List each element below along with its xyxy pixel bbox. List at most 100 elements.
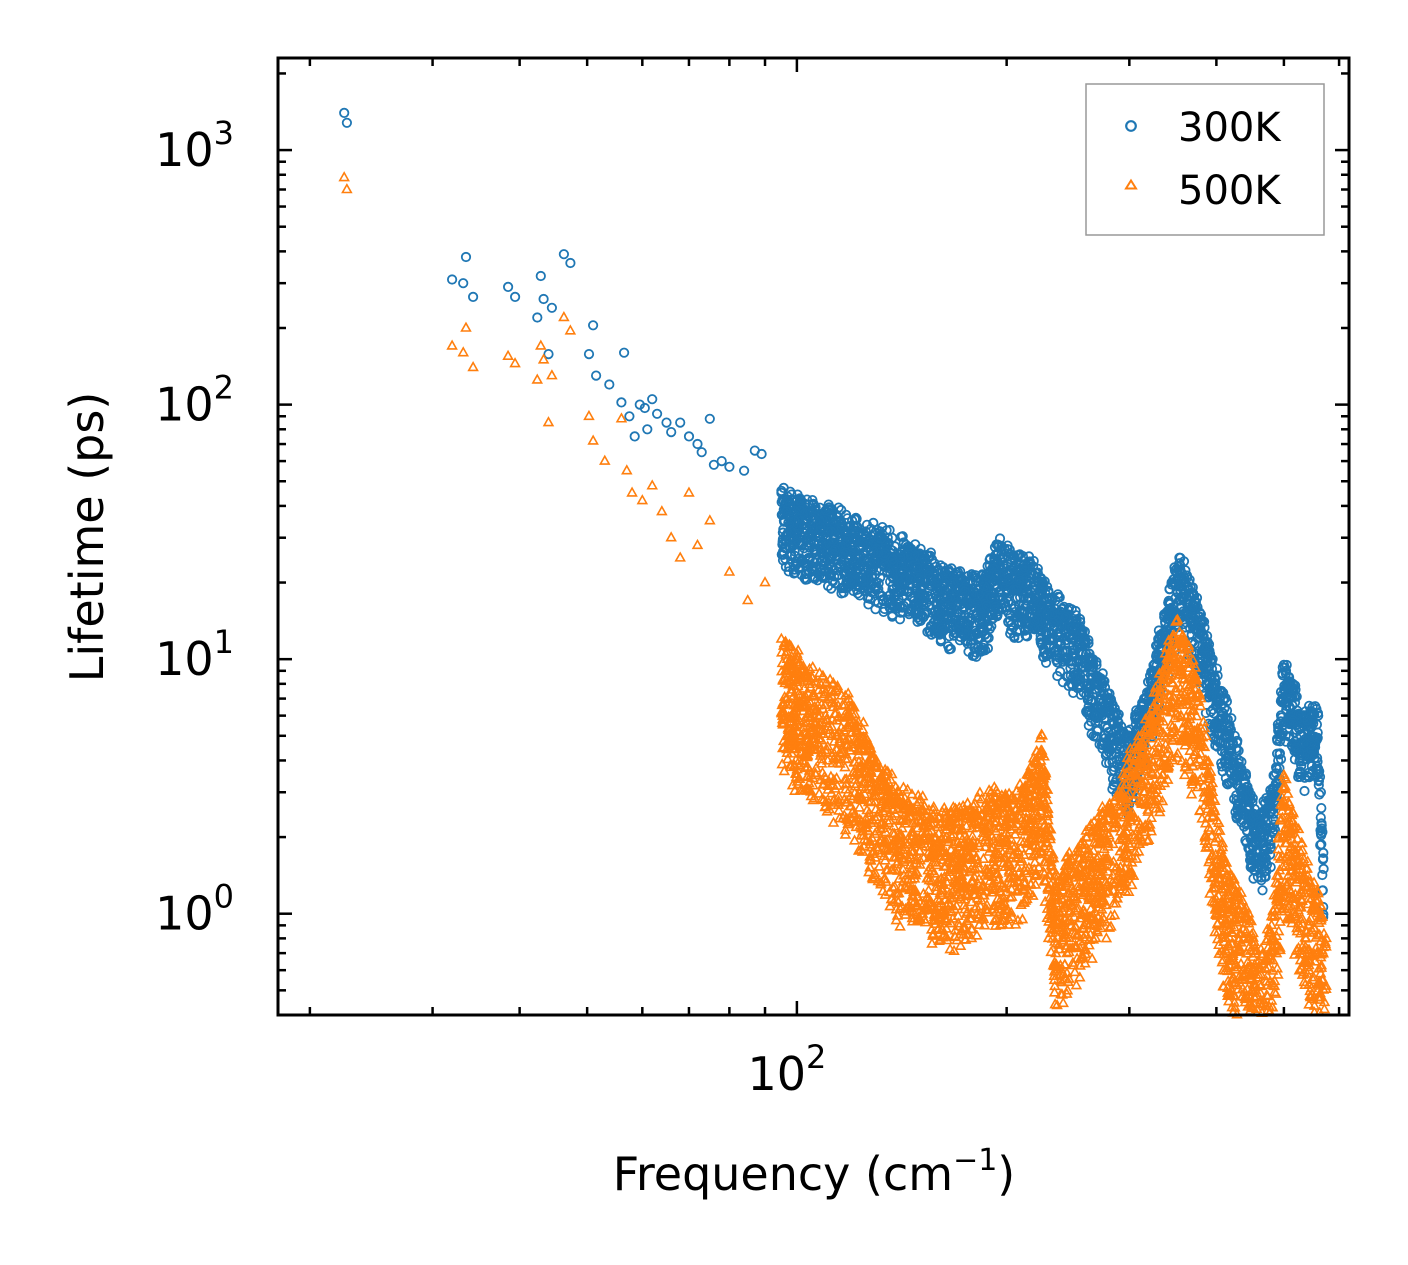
point-300K	[1035, 630, 1046, 641]
point-300K	[1041, 657, 1052, 668]
point-300K	[1109, 703, 1120, 714]
point-300K	[1148, 660, 1159, 671]
point-300K	[935, 636, 946, 647]
point-300K	[1009, 631, 1020, 642]
point-300K	[1233, 745, 1244, 756]
point-300K	[509, 291, 521, 302]
point-300K	[811, 563, 822, 574]
point-300K	[590, 370, 602, 381]
point-300K	[1260, 797, 1271, 809]
point-300K	[884, 599, 896, 610]
point-300K	[1230, 769, 1241, 781]
point-300K	[1092, 725, 1103, 737]
point-300K	[460, 251, 472, 263]
point-300K	[639, 402, 650, 414]
point-300K	[1293, 723, 1304, 734]
point-300K	[968, 609, 979, 620]
point-300K	[1280, 665, 1292, 677]
point-300K	[973, 612, 984, 623]
point-300K	[604, 379, 615, 390]
point-300K	[1153, 625, 1165, 636]
point-300K	[978, 622, 989, 634]
point-300K	[642, 424, 653, 435]
point-300K	[992, 604, 1004, 615]
point-300K	[1083, 720, 1094, 731]
point-300K	[979, 605, 990, 617]
point-300K	[1107, 733, 1118, 745]
point-300K	[756, 448, 767, 460]
point-300K	[905, 591, 916, 602]
point-300K	[1265, 839, 1276, 850]
point-300K	[925, 626, 936, 637]
point-300K	[926, 554, 938, 565]
point-300K	[1265, 849, 1276, 860]
point-300K	[446, 274, 458, 285]
point-300K	[797, 502, 808, 513]
point-300K	[1151, 650, 1162, 662]
point-300K	[1178, 610, 1190, 622]
point-300K	[871, 581, 882, 592]
point-300K	[825, 551, 836, 563]
point-300K	[1076, 626, 1088, 638]
point-300K	[1205, 706, 1217, 717]
point-300K	[944, 644, 955, 655]
point-300K	[796, 569, 807, 581]
point-300K	[565, 257, 576, 269]
point-300K	[538, 293, 549, 305]
point-300K	[820, 520, 832, 531]
point-300K	[1216, 699, 1227, 711]
point-300K	[1006, 619, 1017, 630]
point-300K	[776, 485, 787, 496]
point-300K	[1316, 820, 1327, 831]
point-300K	[467, 291, 479, 302]
point-300K	[1240, 835, 1251, 846]
point-300K	[999, 552, 1010, 563]
point-300K	[1097, 668, 1108, 679]
point-300K	[546, 302, 558, 313]
point-300K	[647, 394, 658, 405]
point-300K	[995, 592, 1006, 603]
point-300K	[886, 555, 897, 566]
point-300K	[1276, 712, 1288, 723]
point-300K	[1003, 617, 1014, 628]
point-300K	[1257, 885, 1268, 896]
point-300K	[833, 558, 844, 569]
point-300K	[783, 566, 794, 577]
point-300K	[838, 587, 849, 598]
point-300K	[1280, 730, 1291, 741]
point-300K	[829, 578, 841, 589]
point-300K	[738, 465, 750, 476]
point-300K	[1083, 693, 1094, 704]
point-300K	[812, 575, 823, 586]
point-300K	[651, 408, 663, 419]
point-300K	[1317, 869, 1328, 881]
point-300K	[1250, 865, 1261, 876]
point-300K	[849, 514, 860, 525]
point-300K	[939, 565, 951, 577]
point-300K	[1313, 780, 1324, 791]
point-300K	[969, 629, 980, 640]
point-300K	[1232, 735, 1243, 747]
point-300K	[980, 629, 991, 640]
point-300K	[1314, 789, 1325, 800]
point-300K	[813, 569, 824, 580]
point-300K	[1090, 731, 1101, 742]
point-300K	[884, 524, 895, 536]
point-300K	[1299, 785, 1310, 797]
point-300K	[502, 281, 514, 292]
point-300K	[1312, 764, 1323, 776]
point-300K	[1041, 651, 1052, 662]
point-300K	[624, 411, 635, 422]
point-300K	[1316, 802, 1327, 814]
point-300K	[1286, 692, 1297, 703]
point-300K	[1043, 601, 1055, 612]
point-300K	[704, 413, 715, 424]
point-300K	[915, 543, 926, 554]
point-300K	[1067, 634, 1078, 645]
point-300K	[616, 397, 627, 408]
point-300K	[1202, 630, 1213, 642]
point-300K	[1020, 630, 1031, 641]
point-300K	[992, 609, 1003, 621]
point-300K	[618, 347, 630, 358]
point-300K	[954, 574, 966, 586]
